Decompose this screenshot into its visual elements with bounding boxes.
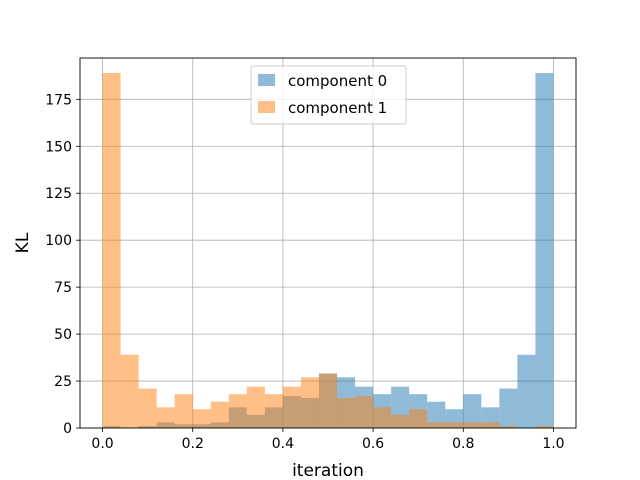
y-tick-label: 50 bbox=[54, 327, 72, 343]
bar-component-1 bbox=[264, 394, 283, 428]
x-tick-label: 0.6 bbox=[362, 436, 384, 452]
bar-component-1 bbox=[228, 394, 247, 428]
bar-component-1 bbox=[445, 422, 464, 428]
plot-frame bbox=[79, 57, 577, 429]
x-tick-label: 0.8 bbox=[452, 436, 474, 452]
bar-component-1 bbox=[120, 354, 139, 428]
y-axis-label: KL bbox=[13, 232, 33, 253]
y-tick-label: 25 bbox=[54, 374, 72, 390]
y-tick-label: 100 bbox=[45, 233, 72, 249]
legend: component 0 component 1 bbox=[250, 65, 407, 125]
y-tick-label: 0 bbox=[63, 421, 72, 437]
bar-component-1 bbox=[300, 377, 319, 428]
x-tick-label: 1.0 bbox=[542, 436, 564, 452]
x-tick-label: 0.2 bbox=[182, 436, 204, 452]
bar-component-1 bbox=[337, 397, 356, 428]
y-tick-label: 150 bbox=[45, 139, 72, 155]
bars bbox=[102, 73, 554, 428]
legend-label-component-0: component 0 bbox=[288, 72, 387, 90]
bar-component-1 bbox=[391, 414, 410, 428]
bar-component-1 bbox=[192, 409, 211, 428]
bar-component-0 bbox=[427, 401, 446, 428]
bar-component-1 bbox=[427, 422, 446, 428]
bar-component-1 bbox=[481, 422, 500, 428]
bar-component-1 bbox=[535, 426, 554, 428]
bar-component-1 bbox=[102, 73, 121, 428]
bar-component-0 bbox=[517, 354, 536, 428]
bar-component-1 bbox=[499, 426, 518, 428]
bar-component-0 bbox=[499, 388, 518, 428]
bar-component-1 bbox=[409, 409, 428, 428]
bar-component-1 bbox=[463, 422, 482, 428]
legend-swatch-component-1 bbox=[258, 101, 275, 113]
bar-component-1 bbox=[246, 386, 265, 428]
bar-component-1 bbox=[318, 373, 338, 428]
y-tick-label: 125 bbox=[45, 186, 72, 202]
x-tick-label: 0.0 bbox=[91, 436, 113, 452]
bar-component-1 bbox=[355, 396, 374, 428]
bar-component-1 bbox=[138, 388, 157, 428]
bar-component-0 bbox=[535, 73, 554, 428]
bar-component-1 bbox=[210, 401, 229, 428]
ticks: 0.0 0.2 0.4 0.6 0.8 1.0 0 25 50 75 100 125 150 175 bbox=[45, 92, 564, 452]
legend-frame bbox=[250, 65, 407, 125]
legend-label-component-1: component 1 bbox=[288, 99, 387, 117]
x-tick-label: 0.4 bbox=[272, 436, 294, 452]
legend-swatch-component-0 bbox=[258, 74, 275, 86]
bar-component-1 bbox=[174, 394, 193, 428]
y-tick-label: 175 bbox=[45, 92, 72, 108]
bar-component-1 bbox=[282, 386, 301, 428]
bar-component-1 bbox=[156, 407, 175, 428]
bar-component-0 bbox=[463, 394, 482, 428]
x-axis-label: iteration bbox=[292, 461, 364, 480]
y-tick-label: 75 bbox=[54, 280, 72, 296]
bar-component-1 bbox=[373, 407, 392, 428]
